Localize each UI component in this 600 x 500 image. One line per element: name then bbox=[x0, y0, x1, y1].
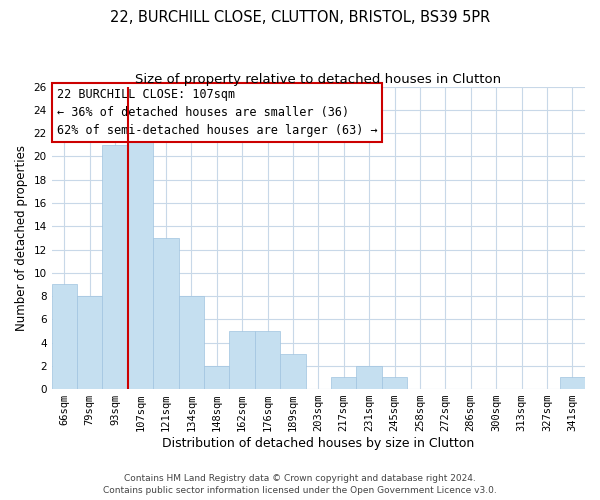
Bar bbox=[382, 378, 407, 389]
Bar bbox=[229, 331, 255, 389]
Bar bbox=[255, 331, 280, 389]
Text: 22, BURCHILL CLOSE, CLUTTON, BRISTOL, BS39 5PR: 22, BURCHILL CLOSE, CLUTTON, BRISTOL, BS… bbox=[110, 10, 490, 25]
Y-axis label: Number of detached properties: Number of detached properties bbox=[15, 145, 28, 331]
Bar bbox=[331, 378, 356, 389]
Bar bbox=[128, 133, 153, 389]
Bar bbox=[179, 296, 204, 389]
Bar bbox=[204, 366, 229, 389]
Bar bbox=[280, 354, 305, 389]
Bar bbox=[52, 284, 77, 389]
Bar bbox=[77, 296, 103, 389]
Bar bbox=[356, 366, 382, 389]
X-axis label: Distribution of detached houses by size in Clutton: Distribution of detached houses by size … bbox=[162, 437, 475, 450]
Text: Contains HM Land Registry data © Crown copyright and database right 2024.
Contai: Contains HM Land Registry data © Crown c… bbox=[103, 474, 497, 495]
Bar bbox=[153, 238, 179, 389]
Bar bbox=[560, 378, 585, 389]
Bar bbox=[103, 145, 128, 389]
Title: Size of property relative to detached houses in Clutton: Size of property relative to detached ho… bbox=[135, 72, 502, 86]
Text: 22 BURCHILL CLOSE: 107sqm
← 36% of detached houses are smaller (36)
62% of semi-: 22 BURCHILL CLOSE: 107sqm ← 36% of detac… bbox=[57, 88, 377, 137]
